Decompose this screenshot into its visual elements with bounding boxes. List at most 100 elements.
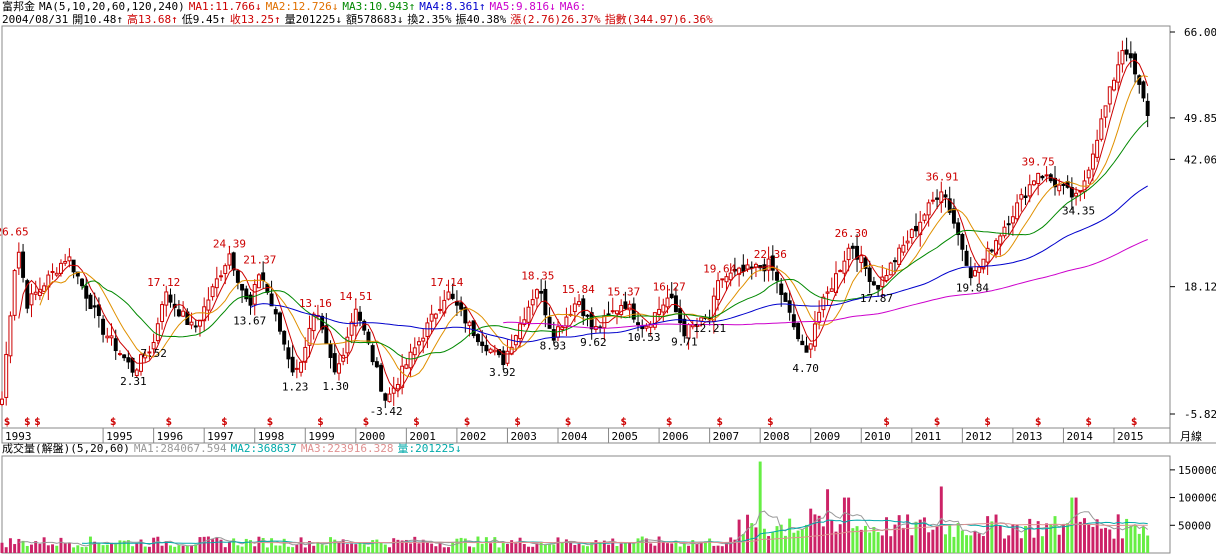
candle-body bbox=[968, 267, 973, 279]
candle-body bbox=[922, 214, 927, 221]
candle-body bbox=[235, 270, 240, 283]
price-annotation: 9.71 bbox=[671, 335, 698, 348]
candle-body bbox=[572, 303, 577, 313]
dividend-marker: $ bbox=[1085, 415, 1092, 428]
volume-bar bbox=[741, 534, 745, 553]
volume-bar bbox=[1095, 519, 1099, 553]
candle-body bbox=[67, 256, 72, 262]
ma120-line bbox=[503, 239, 1148, 329]
candle-body bbox=[665, 297, 670, 308]
volume-ma-value-1: MA2:368637 bbox=[230, 442, 297, 455]
candle-body bbox=[0, 398, 4, 405]
candle-body bbox=[1002, 226, 1007, 237]
volume-bar bbox=[973, 530, 977, 553]
candle-body bbox=[42, 285, 47, 292]
candle-body bbox=[54, 272, 59, 276]
volume-bar bbox=[602, 540, 606, 553]
volume-bar bbox=[758, 461, 762, 553]
volume-bar bbox=[737, 519, 741, 553]
volume-bar bbox=[240, 546, 244, 553]
ma-value-5: MA6: bbox=[559, 0, 587, 13]
price-annotation: 9.62 bbox=[580, 336, 607, 349]
price-annotation: 3.92 bbox=[489, 366, 516, 379]
volume-bar bbox=[746, 514, 750, 553]
candle-body bbox=[973, 270, 977, 277]
candle-body bbox=[745, 264, 750, 270]
volume-bar bbox=[362, 544, 366, 553]
volume-bar bbox=[1045, 523, 1049, 553]
volume-bar bbox=[25, 545, 29, 553]
candle-body bbox=[909, 229, 914, 238]
candle-body bbox=[450, 293, 455, 299]
volume-bar bbox=[792, 532, 796, 553]
candle-body bbox=[8, 315, 13, 357]
candle-body bbox=[884, 275, 889, 282]
x-label-18: 2012 bbox=[965, 430, 992, 443]
dividend-marker: $ bbox=[363, 415, 370, 428]
candle-body bbox=[644, 325, 649, 329]
volume-bar bbox=[783, 535, 787, 553]
candle-body bbox=[417, 341, 421, 346]
candle-body bbox=[12, 270, 17, 316]
candle-body bbox=[1112, 79, 1116, 91]
candle-body bbox=[151, 341, 156, 350]
candle-body bbox=[964, 250, 969, 266]
candle-body bbox=[716, 280, 721, 300]
candle-body bbox=[977, 266, 982, 273]
x-label-6: 2000 bbox=[359, 430, 386, 443]
volume-bar bbox=[674, 540, 678, 553]
volume-bar bbox=[569, 542, 573, 553]
x-label-0: 1993 bbox=[5, 430, 32, 443]
candle-body bbox=[105, 335, 110, 339]
candle-body bbox=[753, 263, 758, 268]
volume-bar bbox=[855, 526, 859, 553]
candle-body bbox=[299, 361, 304, 373]
volume-bar bbox=[522, 544, 526, 553]
volume-bar bbox=[173, 546, 177, 553]
candle-body bbox=[332, 353, 337, 373]
volume-bar bbox=[76, 545, 80, 553]
volume-bar bbox=[556, 537, 560, 553]
dividend-marker: $ bbox=[464, 415, 471, 428]
volume-bar bbox=[914, 521, 918, 553]
volume-bar bbox=[21, 540, 25, 553]
volume-bar bbox=[935, 525, 939, 553]
candle-body bbox=[631, 303, 636, 320]
candle-body bbox=[197, 319, 202, 327]
candle-body bbox=[244, 288, 249, 300]
volume-bar bbox=[931, 529, 935, 553]
volume-bar bbox=[118, 540, 122, 553]
volume-bar bbox=[1066, 523, 1070, 553]
volume-bar bbox=[38, 543, 42, 553]
candle-body bbox=[223, 265, 228, 274]
volume-bar bbox=[455, 538, 459, 553]
candle-body bbox=[374, 361, 379, 368]
volume-bar bbox=[489, 543, 493, 553]
volume-bar bbox=[990, 521, 994, 553]
volume-bar bbox=[505, 544, 509, 553]
volume-label: 成交量(解盤)(5,20,60) bbox=[2, 442, 130, 455]
volume-bar bbox=[969, 535, 973, 553]
volume-bar bbox=[703, 541, 707, 553]
volume-bar bbox=[303, 547, 307, 553]
candle-body bbox=[467, 321, 472, 327]
volume-bar bbox=[944, 534, 947, 553]
volume-bar bbox=[762, 528, 766, 553]
volume-bar bbox=[1116, 514, 1120, 553]
x-label-15: 2009 bbox=[814, 430, 841, 443]
quote-item-8: 振40.38% bbox=[455, 13, 507, 26]
dividend-marker: $ bbox=[1035, 415, 1042, 428]
candle-body bbox=[101, 318, 106, 335]
volume-bar bbox=[918, 519, 922, 553]
candle-body bbox=[1010, 216, 1015, 224]
volume-bar bbox=[316, 541, 320, 553]
x-label-3: 1997 bbox=[207, 430, 234, 443]
quote-line: 2004/08/31 開10.48↑ 高13.68↑ 低9.45↑ 收13.25↑ 量20… bbox=[2, 14, 721, 26]
volume-bar bbox=[623, 542, 627, 553]
volume-bar bbox=[994, 514, 998, 553]
candle-body bbox=[164, 291, 169, 306]
volume-bar bbox=[552, 544, 556, 553]
candle-body bbox=[1086, 169, 1091, 179]
volume-bar bbox=[842, 497, 846, 553]
candle-body bbox=[513, 335, 518, 346]
